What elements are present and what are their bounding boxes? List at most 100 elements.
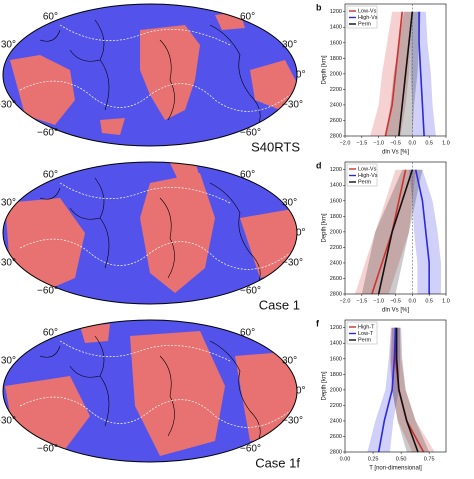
map-2 [2,161,298,305]
uncertainty-band [410,11,436,136]
map-3 [2,319,298,463]
lat-label: 0° [296,70,306,81]
lat-label: −30° [0,416,16,427]
x-tick-label: −0.5 [390,298,401,304]
x-tick-label: 0.25 [368,456,379,462]
lat-label: −60° [240,128,261,139]
uncertainty-band [408,169,441,294]
y-tick-label: 1800 [330,214,342,220]
lat-label: −60° [37,128,58,139]
x-tick-label: 1.0 [442,140,450,146]
lat-label: 60° [43,328,58,339]
y-tick-label: 2200 [330,403,342,409]
lat-label: −60° [37,444,58,455]
profile-line [418,11,425,137]
x-tick-label: −1.0 [373,298,384,304]
x-tick-label: −2.0 [340,298,351,304]
legend-label: High-T [358,324,375,330]
y-tick-label: 2600 [330,118,342,124]
y-axis-label: Depth [km] [322,55,328,84]
lat-label: 60° [240,170,255,181]
y-axis-label: Depth [km] [322,371,328,400]
y-tick-label: 2400 [330,260,342,266]
lat-label: −60° [37,286,58,297]
lat-label: 30° [1,356,16,367]
y-tick-label: 2400 [330,102,342,108]
panel-letter: b [316,2,322,12]
lat-label: 30° [282,356,297,367]
y-tick-label: 1200 [330,325,342,331]
x-tick-label: −1.5 [356,298,367,304]
x-tick-label: 1.0 [442,298,450,304]
lat-label: 30° [1,40,16,51]
y-tick-label: 2800 [330,291,342,297]
legend-label: High-Vs [358,15,378,21]
x-tick-label: 0.0 [409,298,417,304]
x-axis-label: dln Vs [%] [382,150,409,156]
y-tick-label: 1800 [330,372,342,378]
y-axis-label: Depth [km] [322,213,328,242]
y-tick-label: 1800 [330,56,342,62]
lat-label: −30° [0,258,16,269]
x-tick-label: 0.00 [340,456,351,462]
x-tick-label: −2.0 [340,140,351,146]
map-caption: Case 1f [255,455,300,470]
x-tick-label: 0.0 [409,140,417,146]
lat-label: 30° [282,198,297,209]
y-tick-label: 2800 [330,449,342,455]
lat-label: 0° [296,386,306,397]
lat-label: 60° [240,328,255,339]
uncertainty-band [367,327,400,452]
x-tick-label: 0.5 [425,298,433,304]
y-tick-label: 1200 [330,167,342,173]
profile-line [384,11,404,137]
y-tick-label: 1200 [330,9,342,15]
lat-label: 30° [1,198,16,209]
map-caption: S40RTS [251,139,300,154]
y-tick-label: 2800 [330,133,342,139]
y-tick-label: 1400 [330,25,342,31]
uncertainty-band [385,11,421,136]
x-tick-label: −1.5 [356,140,367,146]
lat-label: −30° [282,258,303,269]
lat-label: −30° [282,100,303,111]
y-tick-label: 2000 [330,387,342,393]
legend-label: Perm [358,179,372,185]
lat-label: 30° [282,40,297,51]
lat-label: −60° [240,444,261,455]
profile-line [377,169,414,295]
lat-label: −30° [282,416,303,427]
legend-label: Low-Vs [358,8,377,14]
x-tick-label: −0.5 [390,140,401,146]
lat-label: 60° [240,12,255,23]
y-tick-label: 2600 [330,434,342,440]
map-1 [2,3,298,147]
x-tick-label: 0.50 [396,456,407,462]
lat-label: −30° [0,100,16,111]
x-axis-label: T [non-dimensional] [369,466,422,472]
plot-frame [344,161,447,295]
uncertainty-band [355,169,416,294]
y-tick-label: 1400 [330,341,342,347]
lat-label: 0° [296,228,306,239]
legend-label: Low-T [358,331,374,337]
lat-label: 60° [43,12,58,23]
y-tick-label: 2000 [330,229,342,235]
uncertainty-band [391,327,430,452]
plot-frame [344,3,447,137]
x-tick-label: −1.0 [373,140,384,146]
legend-label: Perm [358,337,372,343]
y-tick-label: 1600 [330,40,342,46]
panel-letter: f [316,318,320,328]
profile-line [414,169,430,294]
profile-line [377,327,397,453]
uncertainty-band [389,327,435,452]
profile-line [395,327,419,453]
map-caption: Case 1 [259,297,300,312]
y-tick-label: 2400 [330,418,342,424]
y-tick-label: 2000 [330,71,342,77]
lat-label: 60° [43,170,58,181]
x-axis-label: dln Vs [%] [382,308,409,314]
profile-line [398,11,414,137]
